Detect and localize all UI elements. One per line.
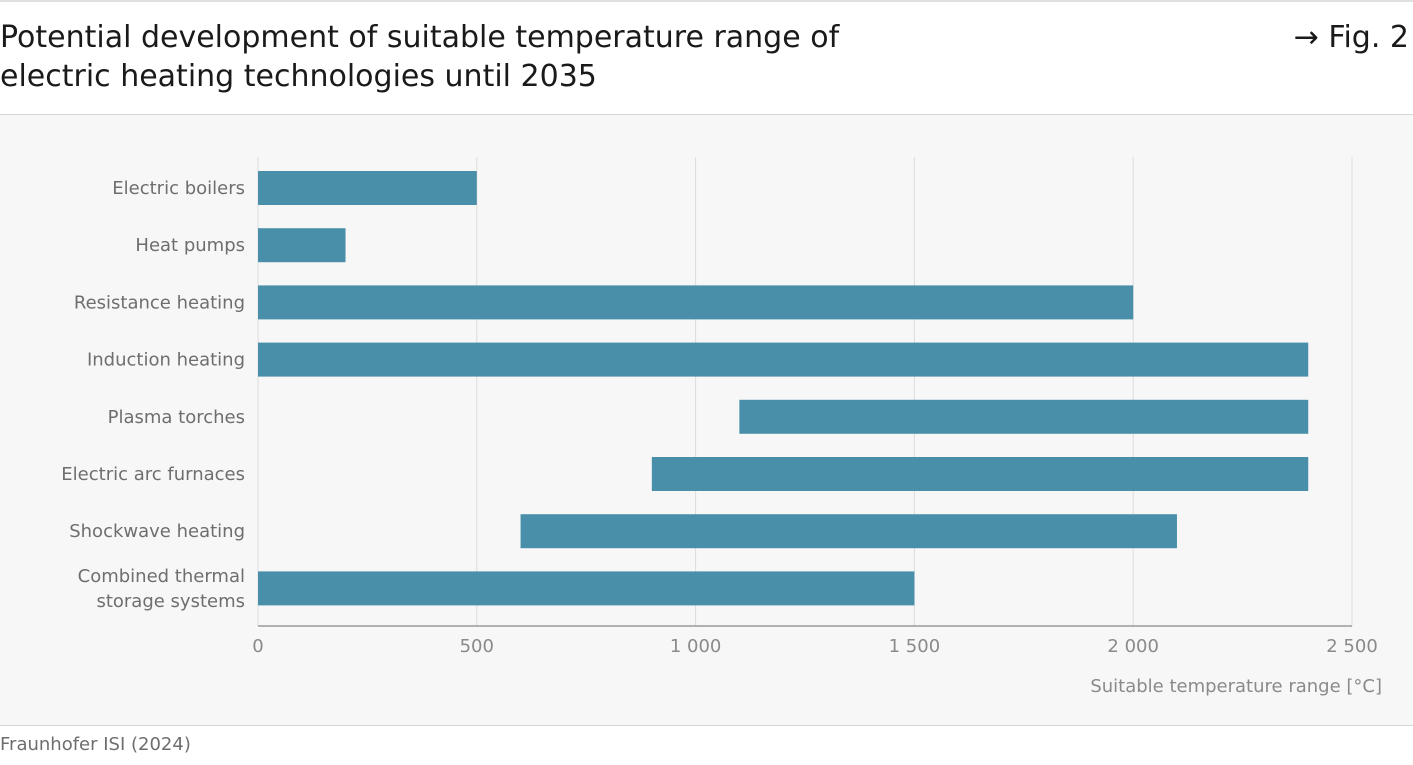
category-label: Heat pumps (135, 235, 245, 256)
category-label: Electric arc furnaces (61, 464, 245, 485)
bars (258, 171, 1309, 606)
bar (520, 514, 1177, 549)
source-note: Fraunhofer ISI (2024) (0, 734, 191, 755)
category-label: Plasma torches (108, 407, 245, 428)
category-label: Induction heating (87, 350, 245, 371)
bar (651, 457, 1309, 491)
x-tick-label: 500 (460, 636, 494, 657)
x-tick-label: 1 000 (670, 636, 722, 657)
gridlines (257, 157, 1353, 626)
chart-panel: 0 500 1 000 1 500 2 000 2 500 Electric boiler… (0, 114, 1413, 726)
x-tick-label: 0 (252, 636, 263, 657)
chart-svg: 0 500 1 000 1 500 2 000 2 500 Electric boiler… (61, 157, 1382, 697)
bar (739, 399, 1309, 434)
top-rule (0, 0, 1413, 2)
bar (258, 285, 1134, 320)
category-label: Electric boilers (112, 178, 245, 199)
x-tick-label: 2 000 (1107, 636, 1159, 657)
category-labels: Electric boilers Heat pumps Resistance hea… (61, 178, 245, 612)
category-label: storage systems (96, 591, 245, 612)
bar (258, 228, 346, 263)
bar (258, 342, 1309, 377)
x-axis: 0 500 1 000 1 500 2 000 2 500 (252, 625, 1378, 657)
page-title: Potential development of suitable temper… (0, 20, 840, 94)
figure-reference-link[interactable]: → Fig. 2 (1293, 20, 1409, 55)
bar (258, 571, 915, 606)
category-label: Resistance heating (74, 292, 245, 313)
x-tick-label: 2 500 (1326, 636, 1378, 657)
category-label: Combined thermal (78, 566, 245, 587)
category-label: Shockwave heating (69, 521, 245, 542)
bar (258, 171, 477, 205)
x-axis-title: Suitable temperature range [°C] (1090, 676, 1382, 697)
x-tick-label: 1 500 (889, 636, 941, 657)
